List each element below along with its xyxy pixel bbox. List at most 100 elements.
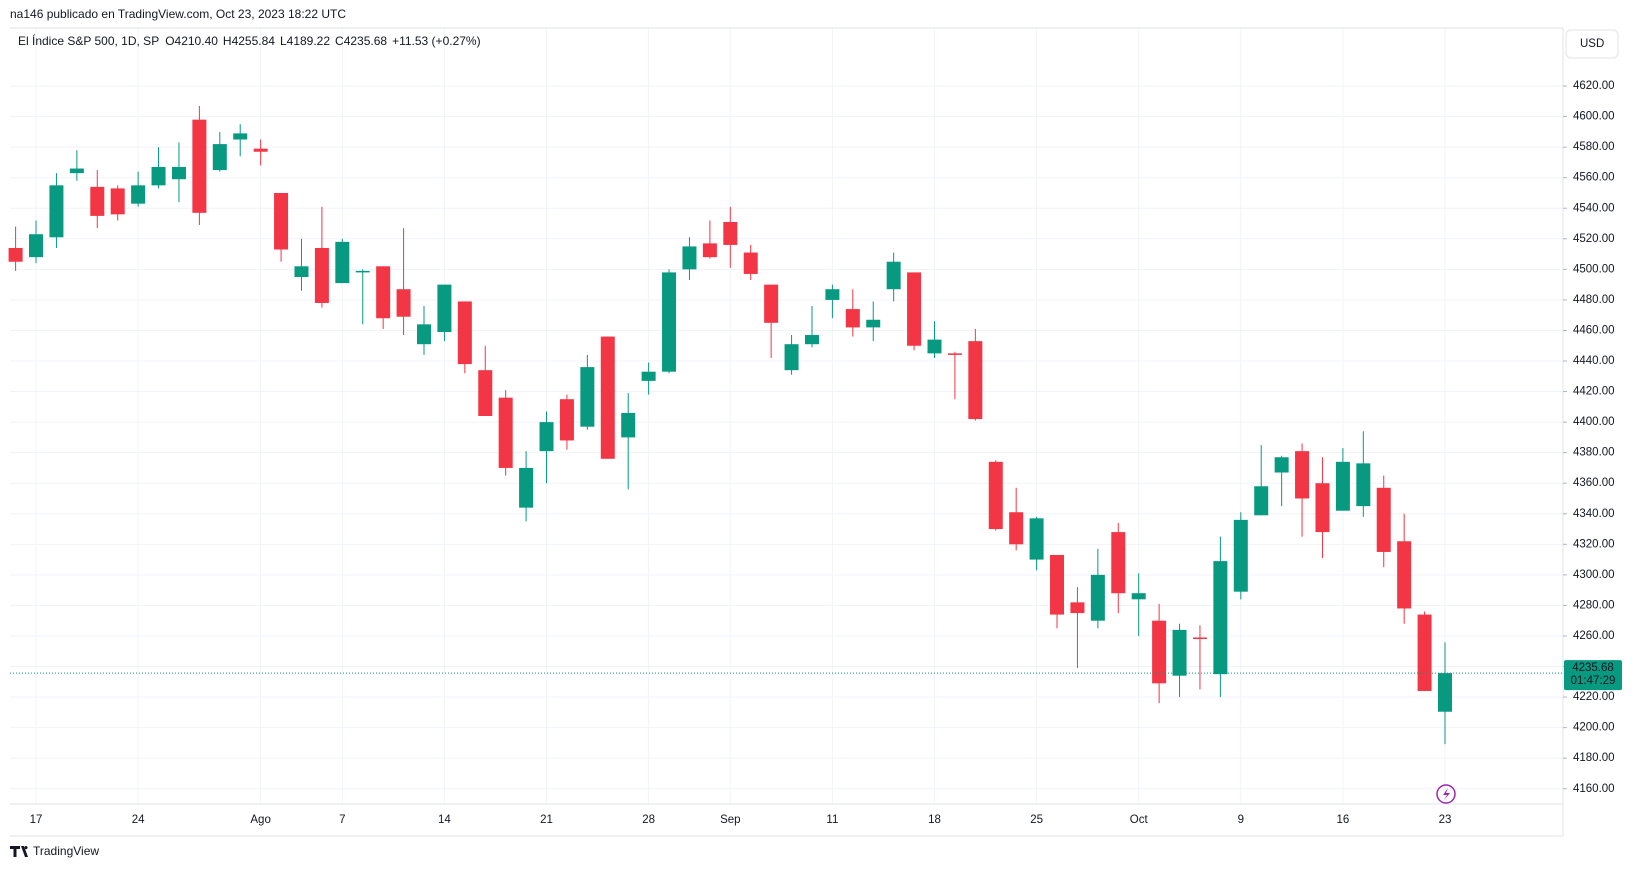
y-tick-label: 4200.00 [1573,722,1615,734]
candle-body [1131,593,1146,600]
candle-body [559,399,574,441]
event-bolt [1443,788,1450,800]
event-icon[interactable] [1436,784,1456,804]
candle-body [519,467,534,508]
candle-body [825,289,840,300]
x-tick-label: 23 [1439,814,1452,826]
x-tick-label: 17 [30,814,43,826]
candle-body [988,461,1003,530]
candle-body [212,144,227,171]
candle-body [1335,461,1350,511]
candle-body [1029,518,1044,560]
y-tick-label: 4220.00 [1573,691,1615,703]
candle-body [580,367,595,427]
candle-body [866,319,881,328]
candle-body [192,119,207,213]
candle-body [886,261,901,290]
candle-body [682,246,697,270]
x-tick-label: 24 [132,814,145,826]
y-tick-label: 4600.00 [1573,111,1615,123]
candle-body [417,324,431,345]
y-tick-label: 4560.00 [1573,172,1615,184]
candle-body [171,167,186,180]
candle-body [804,335,819,345]
candle-body [1111,532,1126,594]
y-tick-label: 4300.00 [1573,569,1615,581]
x-tick-label: 18 [928,814,941,826]
candle-body [457,301,472,365]
candle-body [1376,487,1391,552]
y-tick-label: 4460.00 [1573,324,1615,336]
ohlc-label: H4255.84 [223,34,275,48]
candle-body [131,185,146,204]
candle-body [274,192,289,250]
y-tick-label: 4260.00 [1573,630,1615,642]
x-tick-label: 14 [438,814,451,826]
candle-body [1356,463,1371,507]
candle-body [478,370,493,416]
candle-body [764,284,779,323]
grid-layer [10,28,1563,804]
y-tick-label: 4380.00 [1573,447,1615,459]
candle-body [1397,541,1412,609]
y-tick-label: 4160.00 [1573,783,1615,795]
candle-body [314,247,329,303]
candle-body [927,339,942,354]
y-tick-label: 4480.00 [1573,294,1615,306]
candle-body [29,234,44,258]
last-price-box [1564,660,1622,691]
candle-body [49,185,64,238]
candle-body [539,422,554,452]
candle-body [1213,561,1228,675]
ohlc-label: L4189.22 [280,34,330,48]
currency: USD [1580,38,1604,50]
candle-body [784,344,799,371]
countdown-label: 01:47:29 [1571,675,1616,687]
x-tick-label: 25 [1030,814,1043,826]
candle-body [600,336,615,459]
candle-body [498,397,513,468]
candle-body [294,266,309,277]
x-tick-label: 21 [540,814,553,826]
publisher: na146 publicado en TradingView.com, Oct … [10,7,346,21]
candle-body [968,341,983,420]
currency-box[interactable] [1565,29,1619,59]
candle-body [1438,673,1452,712]
y-tick-label: 4420.00 [1573,386,1615,398]
y-tick-label: 4520.00 [1573,233,1615,245]
candle-body [1009,512,1024,545]
candle-body [1274,457,1289,473]
x-tick-label: Ago [250,814,270,826]
candle-body [641,371,656,381]
candle-body [1152,620,1167,684]
tv-logo [10,846,28,857]
x-tick-label: Oct [1130,814,1149,826]
y-tick-label: 4400.00 [1573,416,1615,428]
y-tick-label: 4620.00 [1573,80,1615,92]
candle-body [1192,637,1207,640]
candle-body [743,252,758,274]
y-tick-label: 4440.00 [1573,355,1615,367]
y-tick-label: 4180.00 [1573,752,1615,764]
candle-body [8,247,23,262]
last-price-label: 4235.68 [1572,662,1614,674]
change-label: +11.53 (+0.27%) [392,34,481,48]
y-tick-label: 4540.00 [1573,202,1615,214]
candle-body [621,412,636,438]
y-tick-label: 4360.00 [1573,477,1615,489]
candle-body [335,241,350,284]
candle-body [110,188,125,215]
candle-body [1417,614,1432,691]
candle-body [1295,451,1310,499]
candle-body [662,272,677,372]
footer-brand: TradingView [33,844,99,858]
candle-body [253,148,268,152]
candle-body [907,272,922,346]
candle-body [723,222,738,245]
candle-body [1315,483,1330,533]
candle-body [845,309,860,328]
candle-body [1254,486,1269,516]
candle-body [1090,574,1105,621]
x-tick-label: 9 [1238,814,1244,826]
